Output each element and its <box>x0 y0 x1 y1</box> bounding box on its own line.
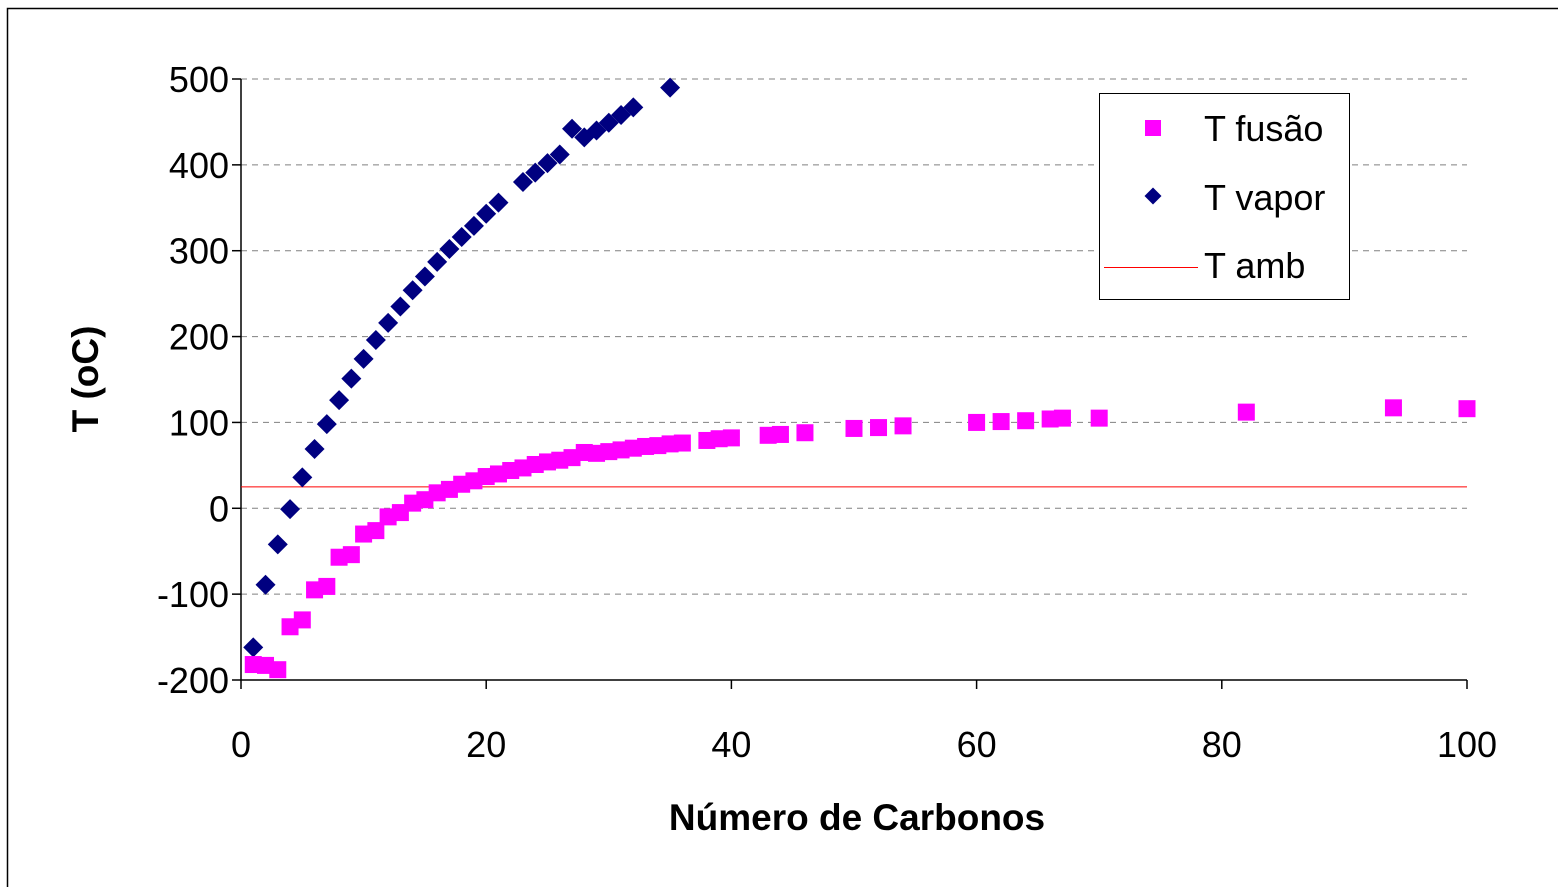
data-point-t-fusao <box>992 413 1010 431</box>
legend-entry-t-vapor: T vapor <box>1100 163 1349 223</box>
y-tick-labels: -200 -100 0 100 200 300 400 500 <box>157 59 229 701</box>
data-point-t-vapor <box>353 348 374 369</box>
square-marker-icon <box>1145 120 1161 136</box>
data-point-t-vapor <box>562 118 583 139</box>
data-point-t-fusao <box>318 577 336 595</box>
x-tick-label: 20 <box>466 724 506 765</box>
data-point-t-vapor <box>341 368 362 389</box>
data-point-t-fusao <box>845 419 863 437</box>
y-tick-label: 500 <box>169 59 229 100</box>
legend: T fusão T vapor T amb <box>1099 93 1350 300</box>
legend-entry-t-amb: T amb <box>1100 231 1349 291</box>
data-point-t-vapor <box>316 414 337 435</box>
data-point-t-vapor <box>304 439 325 460</box>
data-point-t-vapor <box>476 203 497 224</box>
data-point-t-fusao <box>968 413 986 431</box>
data-point-t-vapor <box>280 499 301 520</box>
diamond-marker-icon <box>1144 187 1162 205</box>
data-point-t-vapor <box>463 215 484 236</box>
data-point-t-vapor <box>414 266 435 287</box>
data-point-t-fusao <box>722 429 740 447</box>
t-fusao-series <box>244 399 1476 679</box>
data-point-t-vapor <box>292 467 313 488</box>
data-point-t-vapor <box>525 162 546 183</box>
x-tick-label: 40 <box>711 724 751 765</box>
data-point-t-fusao <box>870 419 888 437</box>
data-point-t-fusao <box>1017 412 1035 430</box>
y-tick-label: -200 <box>157 660 229 701</box>
x-tick-label: 80 <box>1202 724 1242 765</box>
data-point-t-fusao <box>894 417 912 435</box>
x-axis-label: Número de Carbonos <box>669 797 1045 838</box>
legend-label-t-amb: T amb <box>1204 245 1306 286</box>
axes <box>232 78 1468 689</box>
data-point-t-vapor <box>623 97 644 118</box>
data-point-t-vapor <box>512 172 533 193</box>
y-tick-label: 100 <box>169 402 229 443</box>
t-vapor-series <box>243 77 681 658</box>
x-tick-label: 0 <box>231 724 251 765</box>
x-tick-label: 100 <box>1437 724 1497 765</box>
data-point-t-fusao <box>269 661 287 679</box>
y-axis-label: T (oC) <box>65 326 106 433</box>
legend-label-t-fusao: T fusão <box>1204 108 1324 149</box>
data-point-t-fusao <box>1237 403 1255 421</box>
data-point-t-vapor <box>488 192 509 213</box>
data-point-t-fusao <box>367 522 385 540</box>
data-point-t-fusao <box>293 611 311 629</box>
y-tick-label: 400 <box>169 145 229 186</box>
data-point-t-vapor <box>255 574 276 595</box>
x-tick-label: 60 <box>957 724 997 765</box>
data-point-t-vapor <box>427 251 448 272</box>
data-point-t-vapor <box>365 330 386 351</box>
y-tick-label: 200 <box>169 317 229 358</box>
data-point-t-fusao <box>1090 409 1108 427</box>
data-point-t-vapor <box>451 226 472 247</box>
data-point-t-vapor <box>243 637 264 658</box>
data-point-t-fusao <box>771 425 789 443</box>
data-point-t-fusao <box>673 434 691 452</box>
data-point-t-vapor <box>402 280 423 301</box>
x-tick-labels: 0 20 40 60 80 100 <box>231 724 1497 765</box>
line-marker-icon <box>1104 267 1198 268</box>
data-point-t-vapor <box>439 238 460 259</box>
y-tick-label: 0 <box>209 488 229 529</box>
legend-entry-t-fusao: T fusão <box>1100 94 1349 154</box>
data-point-t-vapor <box>378 312 399 333</box>
data-point-t-fusao <box>1458 400 1476 418</box>
data-point-t-fusao <box>796 424 814 442</box>
data-point-t-vapor <box>549 144 570 165</box>
data-point-t-vapor <box>329 390 350 411</box>
data-point-t-fusao <box>1384 399 1402 417</box>
data-point-t-vapor <box>660 77 681 98</box>
legend-label-t-vapor: T vapor <box>1204 177 1326 218</box>
y-tick-label: -100 <box>157 574 229 615</box>
y-tick-label: 300 <box>169 231 229 272</box>
data-point-t-fusao <box>1053 409 1071 427</box>
data-point-t-vapor <box>267 534 288 555</box>
data-point-t-vapor <box>537 153 558 174</box>
data-point-t-fusao <box>342 546 360 564</box>
data-point-t-vapor <box>390 296 411 317</box>
